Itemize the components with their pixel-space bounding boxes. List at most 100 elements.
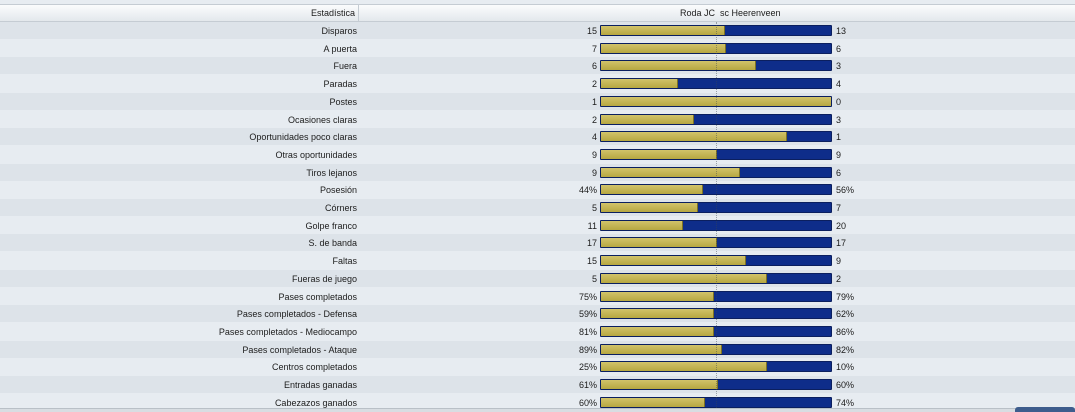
- stat-row: Tiros lejanos 9 6: [0, 163, 1075, 181]
- comparison-bar: [600, 396, 832, 408]
- stat-row: Otras oportunidades 9 9: [0, 145, 1075, 163]
- home-value: 2: [591, 114, 597, 125]
- away-value: 6: [836, 167, 842, 178]
- home-value: 9: [591, 167, 597, 178]
- stat-label: Entradas ganadas: [283, 380, 357, 390]
- stat-row: A puerta 7 6: [0, 39, 1075, 57]
- home-value: 6: [591, 61, 597, 72]
- stat-row: Postes 1 0: [0, 92, 1075, 110]
- home-value: 7: [591, 43, 597, 54]
- comparison-bar: [600, 361, 832, 373]
- stat-label: Pases completados - Ataque: [242, 344, 357, 355]
- header-stat-column[interactable]: Estadística: [0, 5, 359, 21]
- away-value: 3: [836, 61, 842, 72]
- away-value: 9: [836, 149, 842, 160]
- home-value: 11: [587, 220, 597, 231]
- away-value: 9: [836, 256, 842, 267]
- stat-label: S. de banda: [308, 238, 357, 249]
- stat-label: Golpe franco: [305, 220, 357, 231]
- stat-label: Tiros lejanos: [306, 167, 357, 178]
- away-value: 60%: [836, 380, 855, 390]
- stat-row: Posesión 44% 56%: [0, 181, 1075, 199]
- home-bar-segment: [601, 43, 726, 53]
- comparison-bar: [600, 113, 832, 125]
- stat-row: Ocasiones claras 2 3: [0, 110, 1075, 128]
- away-value: 10%: [836, 362, 855, 373]
- stat-row: Córners 5 7: [0, 199, 1075, 216]
- comparison-bar: [600, 95, 832, 107]
- home-value: 44%: [578, 185, 597, 196]
- stat-row: Faltas 15 9: [0, 252, 1075, 270]
- comparison-bar: [600, 78, 832, 90]
- away-value: 82%: [836, 344, 855, 355]
- away-value: 7: [836, 203, 842, 213]
- stat-row: Fuera 6 3: [0, 57, 1075, 75]
- stat-label: Pases completados: [278, 291, 357, 302]
- away-value: 20: [836, 220, 847, 231]
- home-value: 25%: [578, 362, 597, 373]
- stat-label: Otras oportunidades: [275, 149, 357, 160]
- home-bar-segment: [601, 149, 717, 159]
- comparison-bar: [600, 148, 832, 160]
- comparison-bar: [600, 379, 832, 390]
- comparison-bar: [600, 219, 832, 231]
- stat-label: Cabezazos ganados: [274, 397, 357, 408]
- comparison-bar: [600, 166, 832, 178]
- stat-label: Pases completados - Mediocampo: [218, 326, 357, 337]
- comparison-bar: [600, 184, 832, 196]
- comparison-bar: [600, 25, 832, 36]
- home-bar-segment: [601, 203, 698, 212]
- away-value: 1: [836, 132, 842, 143]
- home-bar-segment: [601, 380, 718, 389]
- home-bar-segment: [601, 26, 725, 35]
- stat-label: Fuera: [333, 61, 357, 72]
- stat-row: Golpe franco 11 20: [0, 216, 1075, 234]
- header-teams: Roda JC sc Heerenveen: [680, 8, 781, 18]
- home-value: 15: [586, 256, 597, 267]
- stat-label: Oportunidades poco claras: [249, 132, 357, 143]
- header-away-team: sc Heerenveen: [720, 8, 781, 18]
- away-value: 3: [836, 114, 842, 125]
- header-stat-label: Estadística: [310, 8, 355, 18]
- away-value: 79%: [836, 291, 855, 302]
- stat-label: Córners: [324, 203, 357, 213]
- stat-row: Pases completados - Defensa 59% 62%: [0, 305, 1075, 323]
- away-value: 56%: [836, 185, 855, 196]
- stat-label: Fueras de juego: [291, 273, 357, 284]
- comparison-bar: [600, 325, 832, 337]
- away-value: 17: [836, 238, 847, 249]
- comparison-bar: [600, 237, 832, 249]
- home-value: 81%: [578, 326, 597, 337]
- home-value: 15: [586, 26, 597, 36]
- home-bar-segment: [601, 220, 683, 230]
- home-bar-segment: [601, 256, 746, 266]
- home-bar-segment: [601, 79, 678, 89]
- home-value: 1: [591, 96, 597, 107]
- stat-row: S. de banda 17 17: [0, 234, 1075, 252]
- stat-row: Cabezazos ganados 60% 74%: [0, 393, 1075, 411]
- stat-row: Centros completados 25% 10%: [0, 358, 1075, 376]
- stat-row: Pases completados - Ataque 89% 82%: [0, 340, 1075, 358]
- comparison-bar: [600, 131, 832, 143]
- stat-row: Fueras de juego 5 2: [0, 269, 1075, 287]
- away-value: 4: [836, 79, 842, 90]
- corner-button[interactable]: [1015, 407, 1075, 412]
- stat-row: Entradas ganadas 61% 60%: [0, 376, 1075, 393]
- home-bar-segment: [601, 344, 722, 354]
- comparison-bar: [600, 60, 832, 72]
- comparison-bar: [600, 202, 832, 213]
- home-bar-segment: [601, 238, 717, 248]
- stat-label: Centros completados: [271, 362, 357, 373]
- home-bar-segment: [601, 167, 740, 177]
- home-bar-segment: [601, 185, 703, 195]
- away-value: 2: [836, 273, 842, 284]
- home-value: 75%: [578, 291, 597, 302]
- stat-row: Paradas 2 4: [0, 75, 1075, 93]
- home-value: 59%: [578, 309, 597, 320]
- home-bar-segment: [601, 114, 694, 124]
- home-bar-segment: [601, 96, 831, 106]
- home-bar-segment: [601, 362, 767, 372]
- stat-label: Faltas: [332, 256, 357, 267]
- comparison-bar: [600, 272, 832, 284]
- stat-label: Posesión: [319, 185, 357, 196]
